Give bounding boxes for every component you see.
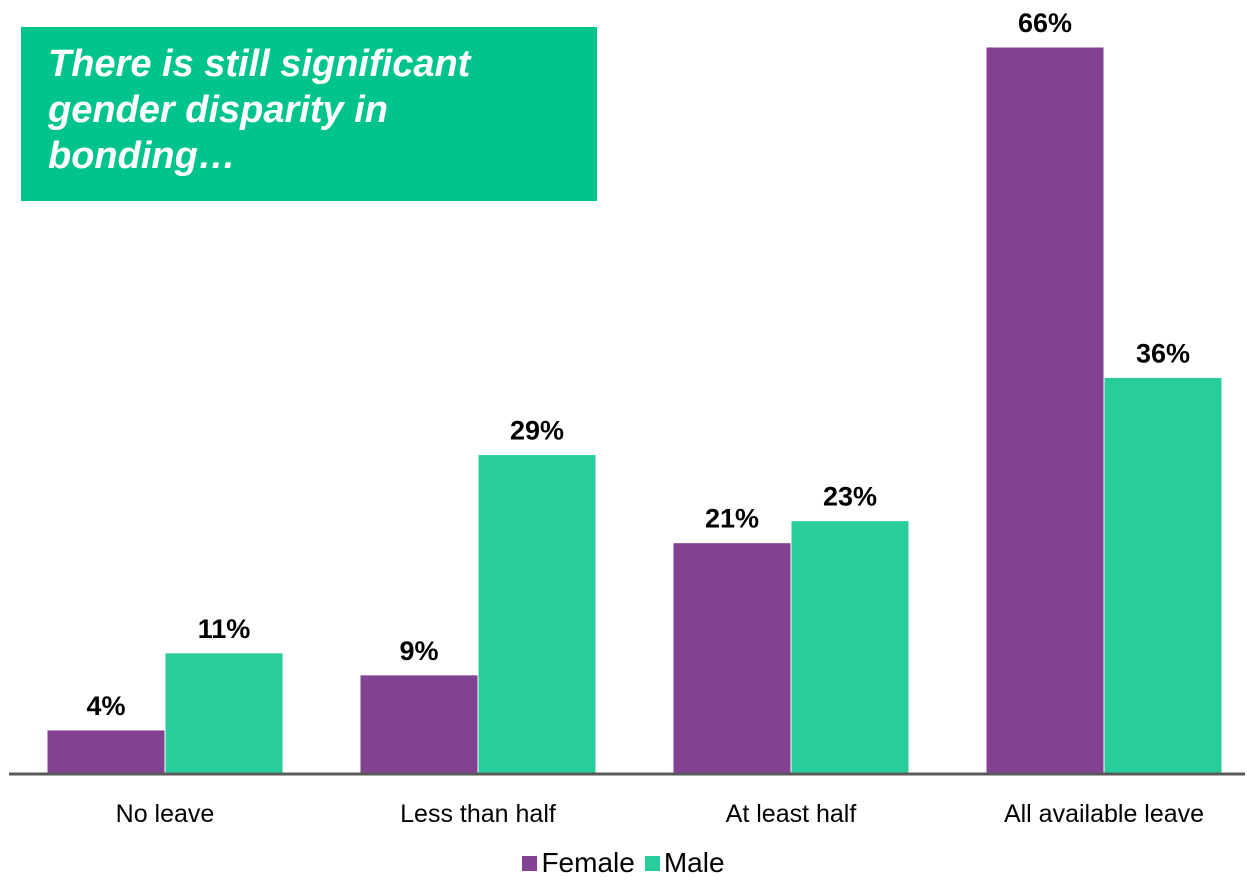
data-label-female-no-leave: 4% <box>86 691 125 721</box>
bar-female-no-leave <box>46 729 166 775</box>
category-label-no-leave: No leave <box>116 800 215 828</box>
bar-male-no-leave <box>164 652 284 775</box>
data-label-male-at-least-half: 23% <box>823 482 877 512</box>
bar-female-all-available-leave <box>985 46 1105 775</box>
legend-label-male: Male <box>663 847 725 878</box>
legend-swatch-male <box>644 855 660 871</box>
legend-swatch-female <box>522 855 538 871</box>
category-label-at-least-half: At least half <box>726 800 857 828</box>
legend-label-female: Female <box>541 847 635 878</box>
headline-callout: There is still significant gender dispar… <box>21 27 597 201</box>
bars-group <box>46 46 1223 775</box>
category-label-all-available-leave: All available leave <box>1004 800 1204 828</box>
data-label-female-all-available-leave: 66% <box>1018 8 1072 38</box>
legend-item-male: Male <box>644 847 725 879</box>
category-label-less-than-half: Less than half <box>400 800 556 828</box>
category-labels-group: No leave Less than half At least half All a… <box>116 800 1204 828</box>
legend: Female Male <box>0 845 1247 881</box>
data-label-female-less-than-half: 9% <box>399 636 438 666</box>
bar-male-all-available-leave <box>1103 376 1223 775</box>
headline-text: There is still significant gender dispar… <box>48 43 471 177</box>
data-label-male-all-available-leave: 36% <box>1136 338 1190 368</box>
data-labels-group: 4% 11% 9% 29% 21% 23% 66% 36% <box>86 8 1190 721</box>
bar-female-less-than-half <box>359 674 479 775</box>
legend-item-female: Female <box>522 847 635 879</box>
bar-male-less-than-half <box>477 454 597 775</box>
bar-male-at-least-half <box>790 520 910 775</box>
data-label-male-no-leave: 11% <box>198 614 251 644</box>
data-label-male-less-than-half: 29% <box>510 416 564 446</box>
bar-female-at-least-half <box>672 542 792 775</box>
data-label-female-at-least-half: 21% <box>705 504 759 534</box>
